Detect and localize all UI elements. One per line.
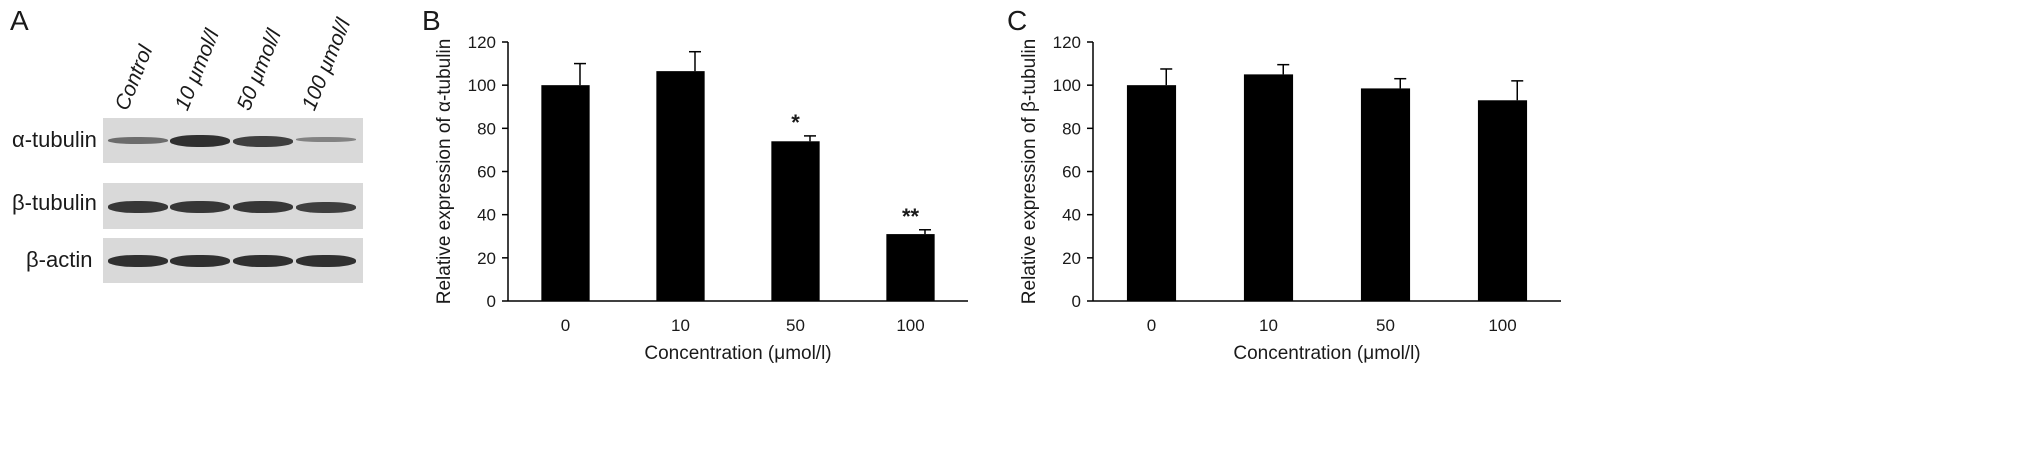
y-tick-label: 80	[477, 119, 496, 138]
x-tick-label: 10	[671, 316, 690, 335]
y-axis-label: Relative expression of α-tubulin	[434, 39, 455, 305]
y-tick-label: 120	[468, 33, 496, 52]
blot-row-label-alpha-tubulin: α-tubulin	[12, 127, 97, 152]
bar	[541, 85, 590, 302]
y-axis-label: Relative expression of β-tubulin	[1019, 39, 1040, 304]
x-tick-label: 50	[1376, 316, 1395, 335]
panel-c-letter: C	[1007, 5, 1028, 36]
y-tick-label: 20	[477, 249, 496, 268]
blot-band	[296, 202, 356, 213]
bar	[1360, 88, 1411, 301]
blot-band	[296, 255, 356, 267]
significance-marker: **	[902, 204, 920, 229]
bar	[1477, 100, 1528, 302]
x-tick-label: 0	[1147, 316, 1156, 335]
blot-band	[233, 255, 293, 267]
blot-band	[108, 201, 168, 213]
x-axis-label: Concentration (μmol/l)	[1233, 343, 1420, 364]
bar	[1126, 85, 1177, 302]
y-tick-label: 100	[468, 76, 496, 95]
panel-b-letter: B	[422, 5, 441, 36]
blot-band	[233, 136, 293, 147]
chart-c-beta-tubulin: 0 20 40 60 80 100 120 0 10 50 100 Concentration (μm…	[1019, 33, 1561, 364]
panel-a-letter: A	[10, 5, 29, 36]
y-tick-label: 20	[1062, 249, 1081, 268]
blot-band	[170, 201, 230, 213]
x-tick-label: 50	[786, 316, 805, 335]
bar	[656, 71, 705, 301]
y-tick-label: 40	[477, 206, 496, 225]
blot-row-label-beta-tubulin: β-tubulin	[12, 190, 97, 215]
x-axis-label: Concentration (μmol/l)	[644, 343, 831, 364]
bar	[1243, 74, 1294, 301]
blot-band	[170, 135, 230, 147]
x-tick-label: 10	[1259, 316, 1278, 335]
y-tick-label: 0	[1072, 292, 1081, 311]
blot-lane-label: 10 μmol/l	[170, 26, 224, 114]
y-tick-label: 60	[1062, 163, 1081, 182]
chart-b-alpha-tubulin: 0 20 40 60 80 100 120 0 10 * 50 ** 100 Concentration …	[434, 33, 968, 364]
y-tick-label: 60	[477, 163, 496, 182]
blot-band	[108, 255, 168, 267]
bar	[771, 141, 820, 301]
blot-lane-label: 100 μmol/l	[297, 15, 356, 114]
y-tick-label: 0	[487, 292, 496, 311]
blot-band	[170, 255, 230, 267]
y-tick-label: 80	[1062, 119, 1081, 138]
blot-band	[108, 137, 168, 144]
x-tick-label: 100	[896, 316, 924, 335]
blot-band	[296, 137, 356, 142]
blot-lane-label: 50 μmol/l	[232, 26, 286, 114]
blot-band	[233, 201, 293, 213]
x-tick-label: 100	[1488, 316, 1516, 335]
y-tick-label: 40	[1062, 206, 1081, 225]
significance-marker: *	[791, 110, 800, 135]
blot-lane-label: Control	[110, 42, 158, 114]
y-tick-label: 120	[1053, 33, 1081, 52]
blot-row-label-beta-actin: β-actin	[26, 247, 93, 272]
x-tick-label: 0	[561, 316, 570, 335]
y-tick-label: 100	[1053, 76, 1081, 95]
bar	[886, 234, 935, 301]
